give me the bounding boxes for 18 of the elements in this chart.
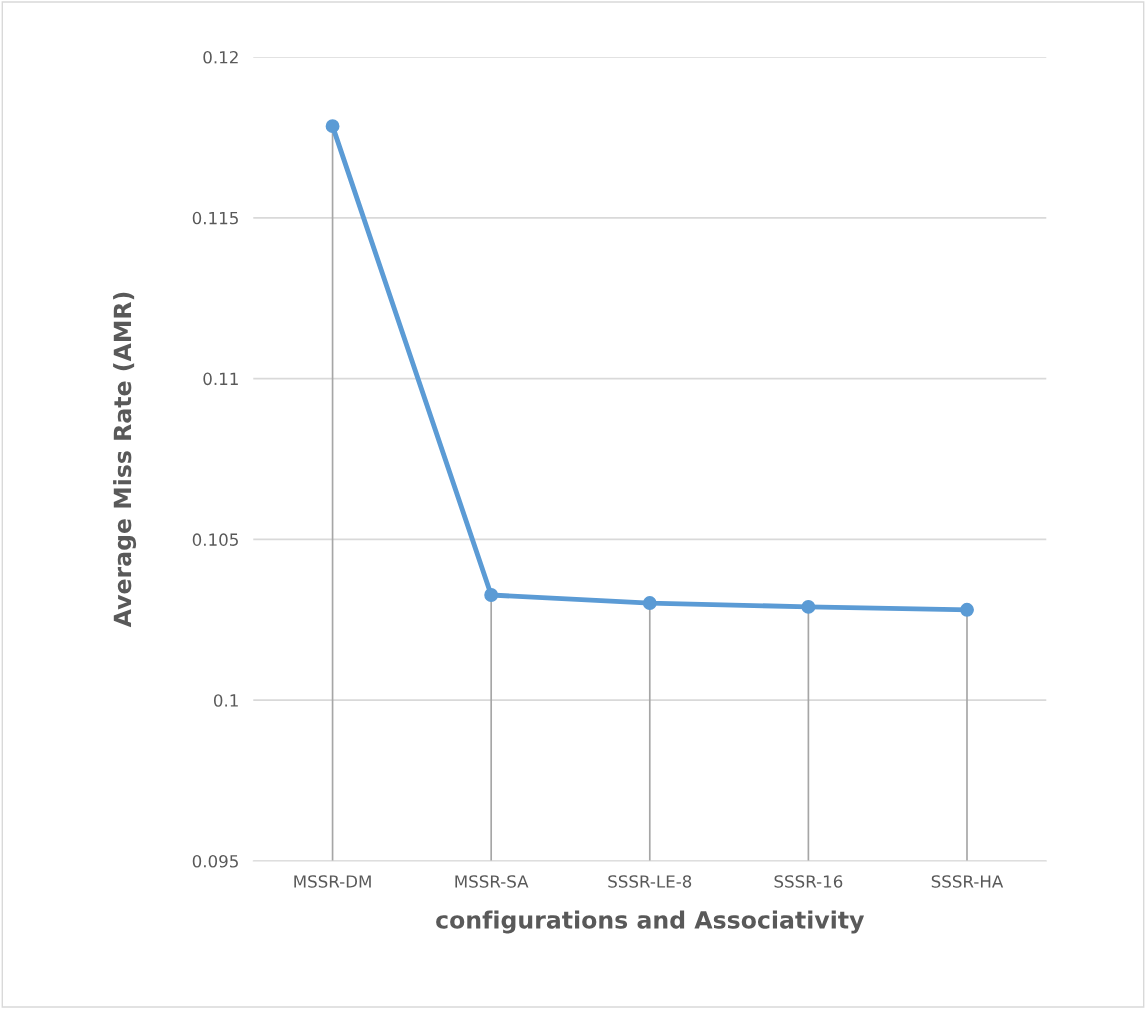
point (325, 119, 340, 134)
y-tick-label: 0.105 (192, 533, 238, 546)
x-tick-label: MSSR-SA (455, 875, 529, 888)
x-tick-label: MSSR-DM (294, 875, 371, 888)
x-tick-label: SSSR-16 (774, 875, 843, 888)
y-tick-label: 0.095 (192, 854, 238, 868)
x-tick-label: SSSR-HA (931, 875, 1004, 888)
x-tick-label: SSSR-LE-8 (608, 875, 692, 888)
y-tick-label: 0.115 (192, 211, 238, 225)
point (960, 602, 974, 617)
y-tick-label: 0.1 (213, 694, 238, 707)
point (801, 599, 816, 614)
y-axis-title: Average Miss Rate (AMR) (113, 292, 137, 628)
y-tick-label: 0.11 (203, 372, 238, 386)
point (484, 588, 499, 602)
x-axis-title: configurations and Associativity (436, 910, 865, 934)
point (642, 596, 657, 611)
y-tick-label: 0.12 (203, 50, 238, 64)
